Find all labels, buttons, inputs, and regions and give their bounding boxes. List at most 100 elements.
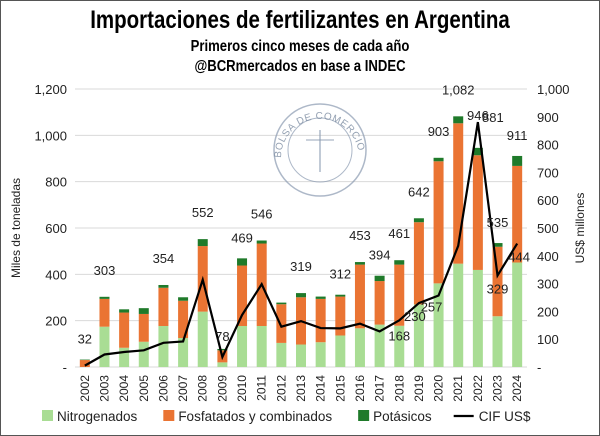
total-label-2016: 453 <box>349 228 371 243</box>
legend-label: Potásicos <box>373 409 432 424</box>
y2-tick-label: 300 <box>537 277 559 292</box>
x-tick-label: 2012 <box>274 375 288 402</box>
bar-fosfatados-y-combinados-2022 <box>472 155 483 270</box>
legend-swatch <box>42 410 53 421</box>
bar-fosfatados-y-combinados-2006 <box>158 287 169 326</box>
bar-fosfatados-y-combinados-2017 <box>374 281 385 325</box>
x-tick-label: 2008 <box>196 375 210 402</box>
legend-swatch <box>163 410 175 421</box>
y-tick-label: 600 <box>45 221 67 236</box>
bar-fosfatados-y-combinados-2010 <box>237 265 248 326</box>
y-tick-label: 400 <box>45 267 67 282</box>
bar-nitrogenados-2015 <box>335 335 346 367</box>
y2-tick-label: 500 <box>537 221 559 236</box>
line-label-2020: 257 <box>421 300 443 315</box>
bar-fosfatados-y-combinados-2003 <box>99 298 110 327</box>
y2-tick-label: 400 <box>537 249 559 264</box>
bar-nitrogenados-2003 <box>99 326 110 367</box>
y2-tick-label: 100 <box>537 332 559 347</box>
bar-pot-sicos-2008 <box>197 239 208 247</box>
bar-pot-sicos-2021 <box>453 116 464 124</box>
x-tick-label: 2018 <box>392 375 406 402</box>
x-tick-label: 2016 <box>353 375 367 402</box>
bar-pot-sicos-2011 <box>256 240 267 244</box>
bar-pot-sicos-2015 <box>335 294 346 297</box>
chart-title: Importaciones de fertilizantes en Argent… <box>90 6 510 34</box>
y-tick-label: 800 <box>45 175 67 190</box>
bar-pot-sicos-2006 <box>158 284 169 288</box>
bar-fosfatados-y-combinados-2005 <box>138 313 149 342</box>
bar-nitrogenados-2011 <box>256 325 267 367</box>
bar-fosfatados-y-combinados-2015 <box>335 296 346 336</box>
bar-fosfatados-y-combinados-2018 <box>394 264 405 326</box>
bar-nitrogenados-2024 <box>512 262 523 367</box>
bar-pot-sicos-2019 <box>413 218 424 223</box>
x-tick-label: 2011 <box>255 375 269 401</box>
line-label-2024: 444 <box>508 250 530 265</box>
bar-pot-sicos-2017 <box>374 275 385 282</box>
line-cif-usd <box>84 121 519 367</box>
bar-nitrogenados-2009 <box>217 362 228 367</box>
bar-nitrogenados-2005 <box>138 341 149 367</box>
total-label-2002: 32 <box>78 332 92 347</box>
x-tick-label: 2013 <box>294 375 308 402</box>
bar-nitrogenados-2020 <box>433 283 444 367</box>
total-label-2021: 1,082 <box>442 82 475 97</box>
bar-fosfatados-y-combinados-2014 <box>315 298 326 343</box>
x-tick-label: 2009 <box>215 375 229 402</box>
bar-nitrogenados-2004 <box>119 347 130 367</box>
chart-subtitle: Primeros cinco meses de cada año <box>190 38 410 55</box>
x-tick-label: 2010 <box>235 375 249 402</box>
x-tick-label: 2024 <box>510 375 524 402</box>
x-tick-label: 2014 <box>314 375 328 402</box>
bar-nitrogenados-2008 <box>197 311 208 367</box>
bar-pot-sicos-2007 <box>178 297 189 301</box>
bar-nitrogenados-2023 <box>492 316 503 367</box>
y-tick-label: 1,200 <box>34 82 67 97</box>
seal-inner-ring <box>287 117 353 183</box>
total-label-2003: 303 <box>94 263 116 278</box>
bar-fosfatados-y-combinados-2012 <box>276 304 287 343</box>
total-label-2024: 911 <box>507 128 528 143</box>
bar-pot-sicos-2010 <box>237 258 248 266</box>
total-label-2015: 312 <box>329 267 351 282</box>
bar-fosfatados-y-combinados-2021 <box>453 123 464 264</box>
bar-fosfatados-y-combinados-2020 <box>433 161 444 284</box>
x-tick-label: 2003 <box>97 375 111 402</box>
bar-fosfatados-y-combinados-2019 <box>413 222 424 305</box>
bar-nitrogenados-2012 <box>276 342 287 367</box>
bar-pot-sicos-2009 <box>217 348 228 351</box>
line-label-2023: 329 <box>487 282 509 297</box>
total-label-2019: 642 <box>408 184 430 199</box>
x-tick-label: 2019 <box>412 375 426 402</box>
total-label-2022: 946 <box>467 108 489 123</box>
bar-nitrogenados-2018 <box>394 325 405 367</box>
bar-pot-sicos-2016 <box>354 262 365 265</box>
legend-label: Nitrogenados <box>57 409 138 424</box>
x-tick-label: 2020 <box>432 375 446 402</box>
bar-pot-sicos-2013 <box>296 293 306 298</box>
bar-fosfatados-y-combinados-2007 <box>178 300 189 339</box>
x-tick-label: 2005 <box>137 375 151 402</box>
total-label-2017: 394 <box>369 248 391 263</box>
bar-nitrogenados-2010 <box>237 325 248 367</box>
x-tick-label: 2021 <box>451 375 465 402</box>
y2-tick-label: 600 <box>537 193 559 208</box>
bar-fosfatados-y-combinados-2002 <box>79 360 90 367</box>
bar-pot-sicos-2012 <box>276 302 287 305</box>
y2-tick-label: 900 <box>537 110 559 125</box>
bar-pot-sicos-2023 <box>492 243 503 247</box>
bar-pot-sicos-2022 <box>472 147 483 156</box>
legend-swatch <box>358 410 370 421</box>
total-label-2011: 546 <box>251 207 273 222</box>
bar-pot-sicos-2024 <box>512 155 523 166</box>
x-tick-label: 2022 <box>471 375 485 402</box>
bar-nitrogenados-2017 <box>374 324 385 367</box>
legend-label: CIF US$ <box>479 409 531 424</box>
y2-axis-label: US$ millones <box>573 193 587 264</box>
total-label-2010: 469 <box>231 230 253 245</box>
bar-pot-sicos-2005 <box>138 308 149 314</box>
total-label-2008: 552 <box>192 205 214 220</box>
bar-nitrogenados-2006 <box>158 325 169 367</box>
